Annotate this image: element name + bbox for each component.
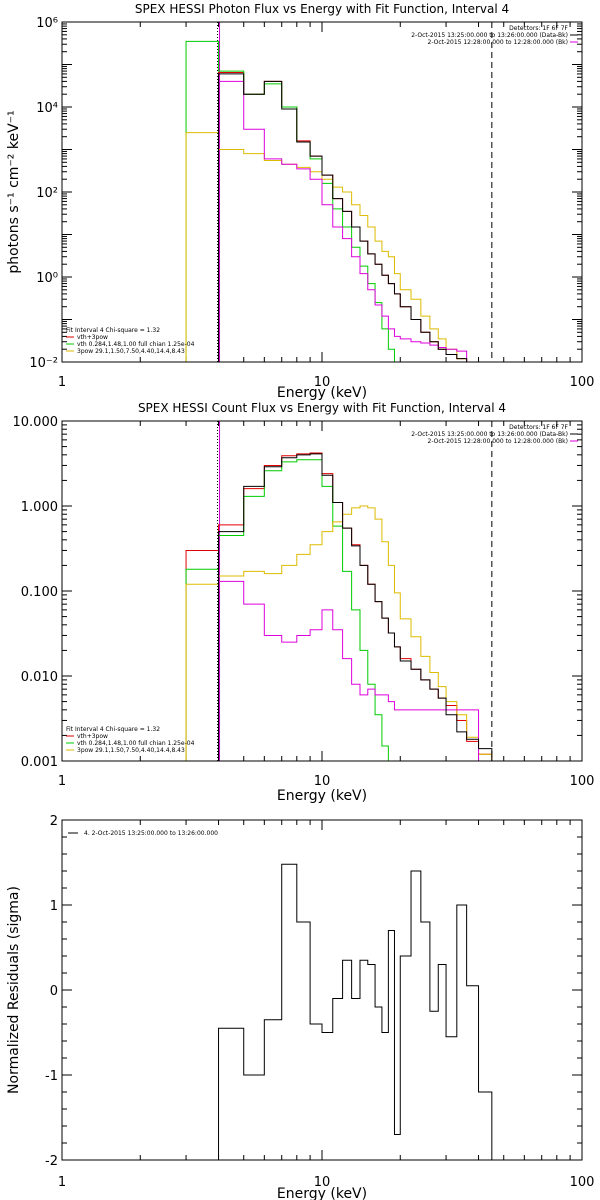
- series-group: [185, 40, 480, 362]
- series-series_vth-line: [185, 459, 395, 761]
- legend-text: vth+3pow: [77, 733, 108, 740]
- x-tick-label: 100: [570, 774, 595, 789]
- y-tick-label: 10⁶: [36, 16, 58, 31]
- y-tick-label: 10.000: [13, 415, 59, 430]
- series-series_total-line: [218, 863, 493, 1160]
- series-series_total-line: [218, 73, 468, 362]
- y-axis-label: Normalized Residuals (sigma): [6, 886, 22, 1094]
- y-ticks: [62, 819, 582, 1161]
- x-axis-label: Energy (keV): [277, 1186, 367, 1200]
- x-tick-label: 1: [58, 1175, 66, 1190]
- legend-text: Fit Interval 4 Chi-square = 1.32: [66, 726, 160, 733]
- series-group: [218, 863, 493, 1160]
- legend-bottom-left: Fit Interval 4 Chi-square = 1.32vth+3pow…: [66, 327, 195, 355]
- y-tick-label: 1: [50, 899, 58, 914]
- legend-text: 3pow 29.1,1.50,7.50,4.40,14.4,8.43: [77, 348, 185, 355]
- series-series_vth_3pow-line: [218, 71, 468, 362]
- x-tick-label: 10: [314, 1175, 331, 1190]
- legend-bottom-left: Fit Interval 4 Chi-square = 1.32vth+3pow…: [66, 726, 195, 754]
- y-tick-label: 0.010: [21, 670, 58, 685]
- x-tick-label: 10: [314, 774, 331, 789]
- x-ticks: [61, 820, 571, 1160]
- chart-title: SPEX HESSI Photon Flux vs Energy with Fi…: [135, 2, 509, 16]
- series-series_3pow-line: [185, 132, 480, 362]
- residuals-plot: 1 10 100 -2 -1 0 1 2 Energy (keV) Normalized Resi…: [6, 814, 594, 1200]
- legend-text: vth 0.284,1.48,1.00 full chian 1.25e-04: [77, 740, 195, 747]
- legend-text: 2-Oct-2015 12:28:00.000 to 12:28:00.000 …: [428, 39, 569, 46]
- series-group: [185, 452, 505, 761]
- legend-text: vth 0.284,1.48,1.00 full chian 1.25e-04: [77, 341, 195, 348]
- x-ticks: [61, 22, 571, 362]
- y-tick-label: 10⁻²: [29, 356, 58, 371]
- x-tick-label: 10: [314, 375, 331, 390]
- y-tick-label: 0.100: [21, 585, 58, 600]
- plot-frame: [61, 21, 583, 363]
- series-series_background-line: [218, 580, 480, 761]
- y-tick-label: 2: [50, 814, 58, 829]
- photon-flux-plot: SPEX HESSI Photon Flux vs Energy with Fi…: [6, 2, 595, 401]
- x-tick-label: 1: [58, 774, 66, 789]
- legend-top-right: Detectors: 1F 6F 7F2-Oct-2015 13:25:00.0…: [411, 25, 578, 46]
- x-tick-label: 100: [570, 1175, 595, 1190]
- legend-text: 2-Oct-2015 13:25:00.000 to 13:26:00.000 …: [411, 431, 568, 438]
- plot-frame: [61, 420, 583, 762]
- legend-text: Fit Interval 4 Chi-square = 1.32: [66, 327, 160, 334]
- legend-text: 4. 2-Oct-2015 13:25:00.000 to 13:26:00.0…: [84, 830, 218, 837]
- y-tick-label: 0: [50, 984, 58, 999]
- x-tick-label: 100: [570, 375, 595, 390]
- x-axis-label: Energy (keV): [277, 385, 367, 401]
- legend-text: Detectors: 1F 6F 7F: [509, 25, 568, 32]
- legend-top-left: 4. 2-Oct-2015 13:25:00.000 to 13:26:00.0…: [68, 830, 218, 837]
- chart-title: SPEX HESSI Count Flux vs Energy with Fit…: [138, 401, 506, 415]
- legend-text: 2-Oct-2015 13:25:00.000 to 13:26:00.000 …: [411, 32, 568, 39]
- y-axis-label: photons s⁻¹ cm⁻² keV⁻¹: [6, 110, 22, 273]
- y-tick-label: 10²: [36, 186, 58, 201]
- count-flux-plot: SPEX HESSI Count Flux vs Energy with Fit…: [13, 401, 595, 804]
- x-ticks: [61, 421, 571, 761]
- y-ticks: [62, 420, 582, 762]
- plot-frame: [61, 819, 583, 1161]
- y-tick-label: -1: [45, 1069, 58, 1084]
- legend-text: 3pow 29.1,1.50,7.50,4.40,14.4,8.43: [77, 747, 185, 754]
- legend-text: vth+3pow: [77, 334, 108, 341]
- series-series_3pow-line: [185, 505, 505, 761]
- y-tick-label: 0.001: [21, 755, 58, 770]
- legend-text: Detectors: 1F 6F 7F: [509, 424, 568, 431]
- x-tick-label: 1: [58, 375, 66, 390]
- y-tick-label: 10⁰: [36, 271, 58, 286]
- y-tick-label: -2: [45, 1154, 58, 1169]
- legend-top-right: Detectors: 1F 6F 7F2-Oct-2015 13:25:00.0…: [411, 424, 578, 445]
- y-tick-label: 10⁴: [36, 101, 58, 116]
- series-series_background-line: [218, 80, 468, 362]
- legend-text: 2-Oct-2015 12:28:00.000 to 12:28:00.000 …: [428, 438, 569, 445]
- series-series_total-line: [218, 453, 493, 761]
- x-axis-label: Energy (keV): [277, 788, 367, 804]
- y-tick-label: 1.000: [21, 500, 58, 515]
